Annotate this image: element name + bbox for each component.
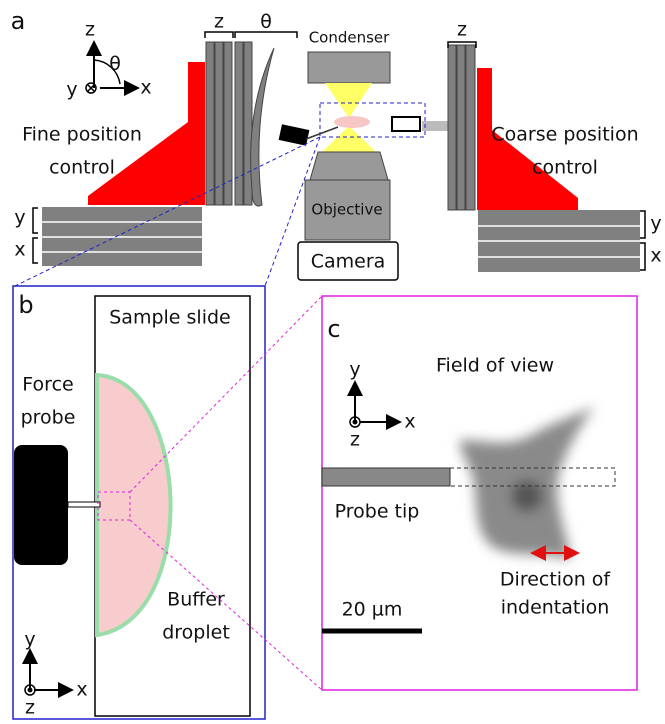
right-stack bbox=[478, 210, 645, 272]
direction-label: indentation bbox=[501, 597, 610, 619]
panel-label: c bbox=[327, 315, 340, 343]
probe-tip bbox=[322, 468, 450, 486]
objective-tip bbox=[310, 152, 388, 180]
stage-label: z bbox=[214, 11, 224, 33]
axis-label: θ bbox=[109, 53, 121, 75]
stage-axis: y bbox=[14, 207, 25, 229]
panel-b: b Sample slide Buffer droplet Force prob… bbox=[13, 286, 322, 719]
droplet-label: Buffer bbox=[167, 589, 225, 611]
scale-label: 20 µm bbox=[342, 599, 403, 621]
rotation-stage bbox=[251, 48, 274, 206]
panel-label: a bbox=[11, 7, 26, 35]
coarse-label: Coarse position bbox=[491, 124, 638, 146]
stage-label: z bbox=[457, 19, 467, 41]
force-probe bbox=[14, 445, 68, 565]
fine-label: Fine position bbox=[22, 124, 142, 146]
axis-label: x bbox=[404, 411, 415, 433]
axis-label: y bbox=[66, 79, 77, 101]
panel-label: b bbox=[18, 291, 33, 319]
stage-axis: x bbox=[650, 245, 661, 267]
light-cone bbox=[325, 83, 372, 118]
z-plates bbox=[448, 45, 475, 210]
axis-label: z bbox=[350, 429, 360, 451]
condenser bbox=[308, 52, 390, 83]
axis-label: y bbox=[24, 629, 35, 651]
probe-tip-label: Probe tip bbox=[335, 501, 420, 523]
left-stack bbox=[33, 207, 202, 266]
objective-label: Objective bbox=[311, 201, 382, 219]
coarse-label: control bbox=[532, 157, 598, 179]
panel-a: a z θ y x z θ Condenser Objective Camera… bbox=[11, 7, 662, 286]
figure: a z θ y x z θ Condenser Objective Camera… bbox=[0, 0, 665, 720]
fine-label: control bbox=[49, 157, 115, 179]
axis-label: x bbox=[76, 679, 87, 701]
direction-label: Direction of bbox=[500, 569, 611, 591]
probe-label: probe bbox=[21, 407, 76, 429]
z-plates bbox=[206, 42, 252, 205]
droplet-label: droplet bbox=[162, 622, 230, 644]
bracket bbox=[205, 32, 297, 38]
droplet bbox=[334, 116, 370, 128]
cell bbox=[460, 405, 595, 560]
probe-tip bbox=[68, 502, 100, 507]
slide-label: Sample slide bbox=[109, 307, 231, 329]
probe-label: Force bbox=[22, 374, 73, 396]
panel-c: c Field of view y x z Probe tip Directio… bbox=[322, 296, 637, 690]
axis-label: y bbox=[349, 359, 360, 381]
fov-label: Field of view bbox=[436, 355, 554, 377]
camera-label: Camera bbox=[311, 251, 386, 273]
slide bbox=[392, 117, 420, 131]
axis-label: z bbox=[25, 697, 35, 719]
stage-axis: x bbox=[14, 239, 25, 261]
buffer-droplet bbox=[97, 375, 171, 635]
axis-label: x bbox=[140, 77, 151, 99]
axes-icon bbox=[350, 382, 400, 427]
axes-icon bbox=[25, 650, 72, 695]
stage-label: θ bbox=[260, 11, 272, 33]
stage-axis: y bbox=[650, 213, 661, 235]
condenser-label: Condenser bbox=[309, 29, 390, 47]
axis-label: z bbox=[85, 19, 95, 41]
probe-holder bbox=[279, 124, 310, 145]
